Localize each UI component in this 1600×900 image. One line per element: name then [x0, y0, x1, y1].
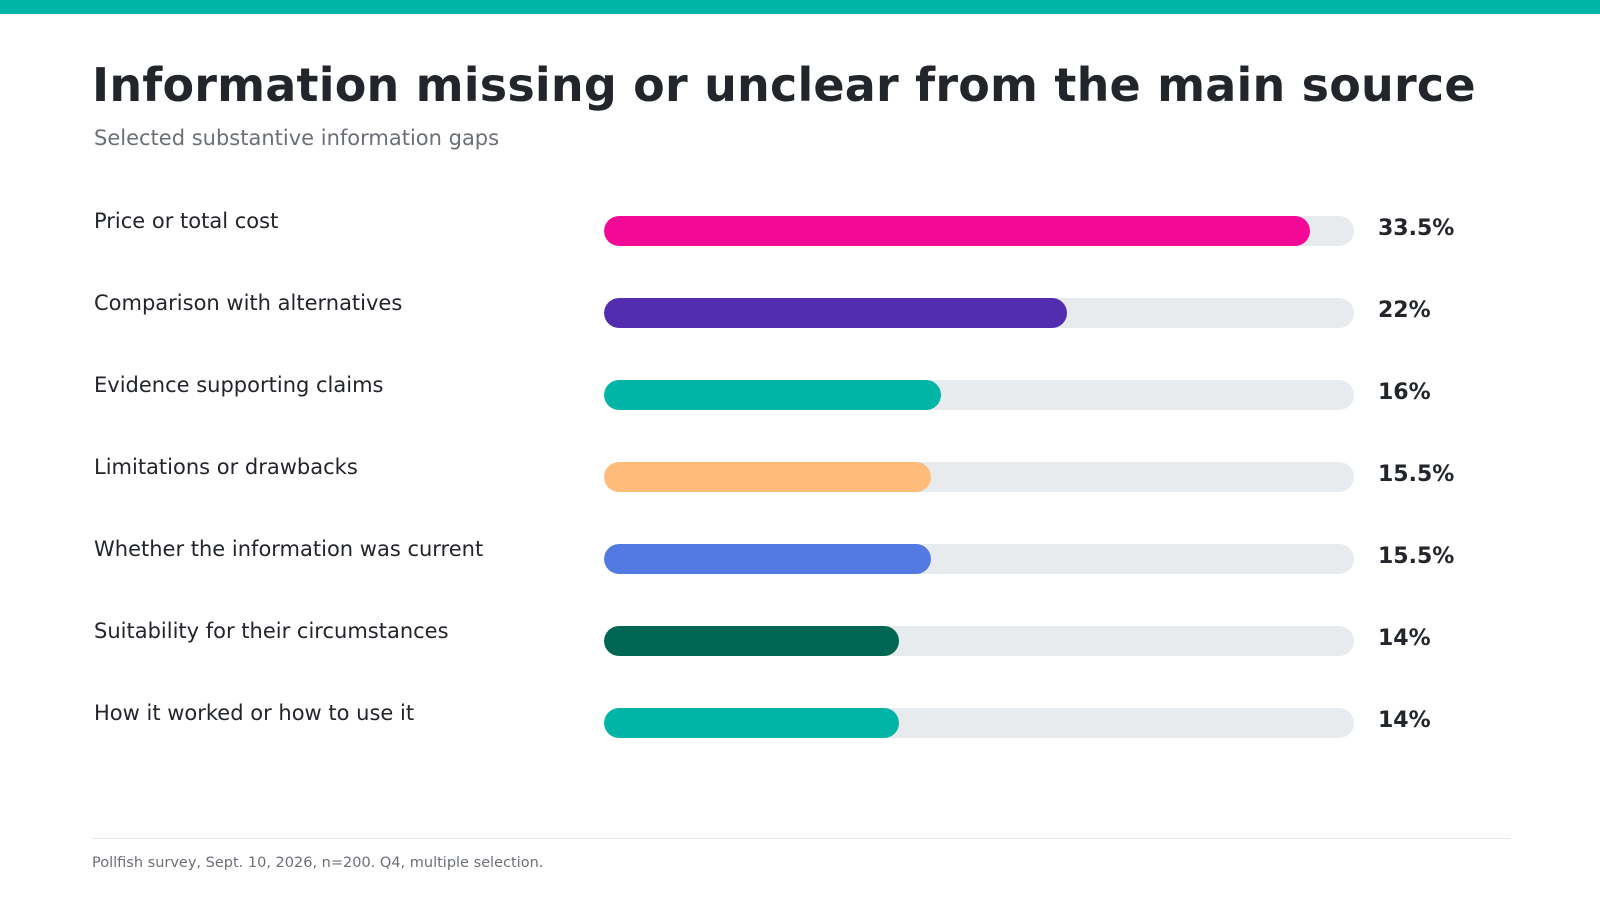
- bar: [604, 462, 931, 492]
- value-label: 33.5%: [1378, 216, 1455, 241]
- value-label: 16%: [1378, 380, 1431, 405]
- value-label: 14%: [1378, 626, 1431, 651]
- bar: [604, 298, 1067, 328]
- value-label: 15.5%: [1378, 462, 1455, 487]
- category-label: Comparison with alternatives: [94, 291, 403, 315]
- bar-track: [604, 462, 1354, 492]
- bar: [604, 380, 941, 410]
- value-label: 22%: [1378, 298, 1431, 323]
- bar-track: [604, 216, 1354, 246]
- footer-divider: [92, 838, 1510, 839]
- source-footnote: Pollfish survey, Sept. 10, 2026, n=200. …: [92, 855, 544, 871]
- category-label: Evidence supporting claims: [94, 373, 384, 397]
- category-label: Suitability for their circumstances: [94, 619, 449, 643]
- bar-track: [604, 544, 1354, 574]
- category-label: Limitations or drawbacks: [94, 455, 358, 479]
- bar: [604, 626, 899, 656]
- value-label: 15.5%: [1378, 544, 1455, 569]
- bar-track: [604, 380, 1354, 410]
- bar: [604, 544, 931, 574]
- category-label: Price or total cost: [94, 209, 279, 233]
- bar-track: [604, 626, 1354, 656]
- chart-subtitle: Selected substantive information gaps: [94, 126, 500, 150]
- bar: [604, 216, 1310, 246]
- category-label: Whether the information was current: [94, 537, 484, 561]
- value-label: 14%: [1378, 708, 1431, 733]
- bar-track: [604, 708, 1354, 738]
- category-label: How it worked or how to use it: [94, 701, 415, 725]
- top-accent-bar: [0, 0, 1600, 14]
- bar-track: [604, 298, 1354, 328]
- chart-title: Information missing or unclear from the …: [92, 58, 1476, 112]
- bar: [604, 708, 899, 738]
